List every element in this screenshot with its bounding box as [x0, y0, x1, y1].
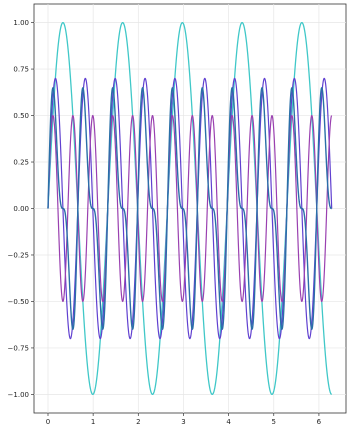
y-tick-label: −0.50	[8, 298, 29, 306]
y-tick-label: 1.00	[13, 19, 29, 27]
y-axis-ticks: 1.00 0.75 0.50 0.25 0.00 −0.25 −0.50 −0.75 −1.00	[8, 19, 34, 399]
y-tick-label: 0.25	[13, 159, 29, 167]
x-tick-label: 0	[46, 418, 50, 426]
y-tick-label: −0.75	[8, 344, 29, 352]
series-lines	[47, 21, 333, 396]
x-tick-label: 1	[91, 418, 95, 426]
series-line-1	[47, 21, 333, 396]
y-tick-label: −0.25	[8, 251, 29, 259]
series-line-4	[47, 87, 333, 330]
x-tick-label: 4	[226, 418, 231, 426]
y-tick-label: 0.00	[13, 205, 29, 213]
y-tick-label: 0.50	[13, 112, 29, 120]
y-tick-label: 0.75	[13, 66, 29, 74]
series-line-3	[47, 114, 333, 303]
y-tick-label: −1.00	[8, 391, 29, 399]
x-axis-ticks: 0 1 2 3 4 5 6	[46, 413, 322, 426]
x-tick-label: 5	[272, 418, 276, 426]
x-tick-label: 3	[181, 418, 185, 426]
x-tick-label: 6	[317, 418, 322, 426]
x-tick-label: 2	[136, 418, 140, 426]
